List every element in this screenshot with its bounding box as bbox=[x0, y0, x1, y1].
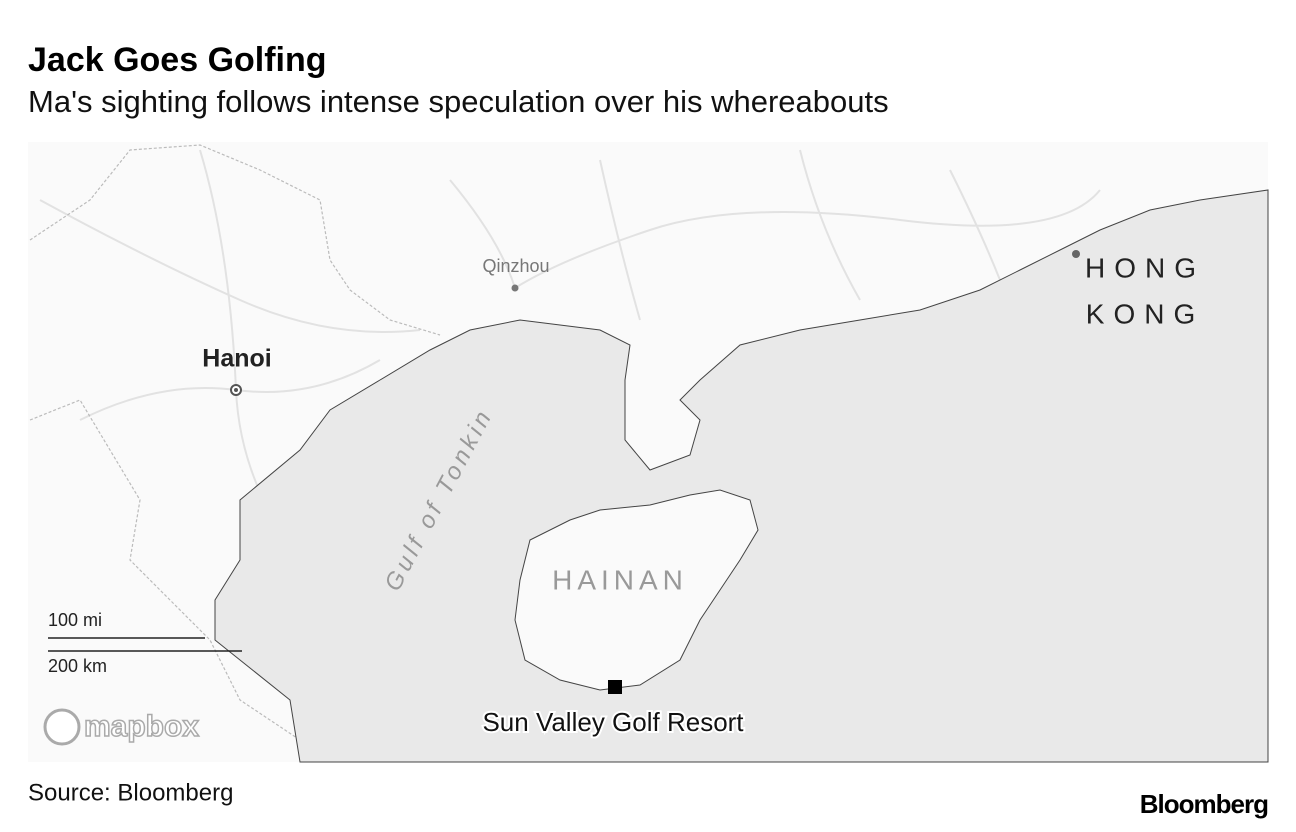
resort-label: Sun Valley Golf Resort bbox=[482, 707, 744, 737]
region-label: HONG bbox=[1085, 252, 1205, 283]
sea bbox=[214, 189, 1269, 763]
borders bbox=[29, 144, 441, 741]
resort-marker bbox=[608, 680, 622, 694]
capital-dot bbox=[234, 388, 238, 392]
hainan-island bbox=[514, 489, 759, 691]
map: Qinzhou Hanoi HONG KONG Gulf of Tonkin H… bbox=[28, 142, 1269, 763]
source: Source: Bloomberg bbox=[28, 779, 233, 806]
subtitle: Ma's sighting follows intense speculatio… bbox=[28, 84, 889, 119]
brand: Bloomberg bbox=[1140, 789, 1268, 819]
place-dot bbox=[1072, 250, 1080, 258]
region-label: HAINAN bbox=[552, 564, 688, 595]
scale-label: 100 mi bbox=[48, 610, 102, 630]
region-label: KONG bbox=[1086, 298, 1204, 329]
title: Jack Goes Golfing bbox=[28, 41, 327, 79]
scale-label: 200 km bbox=[48, 656, 107, 676]
place-dot bbox=[511, 284, 519, 292]
place-label: Qinzhou bbox=[482, 256, 549, 276]
logo-icon bbox=[43, 708, 81, 746]
place-label: Hanoi bbox=[202, 345, 271, 373]
logo: mapbox bbox=[84, 710, 199, 743]
